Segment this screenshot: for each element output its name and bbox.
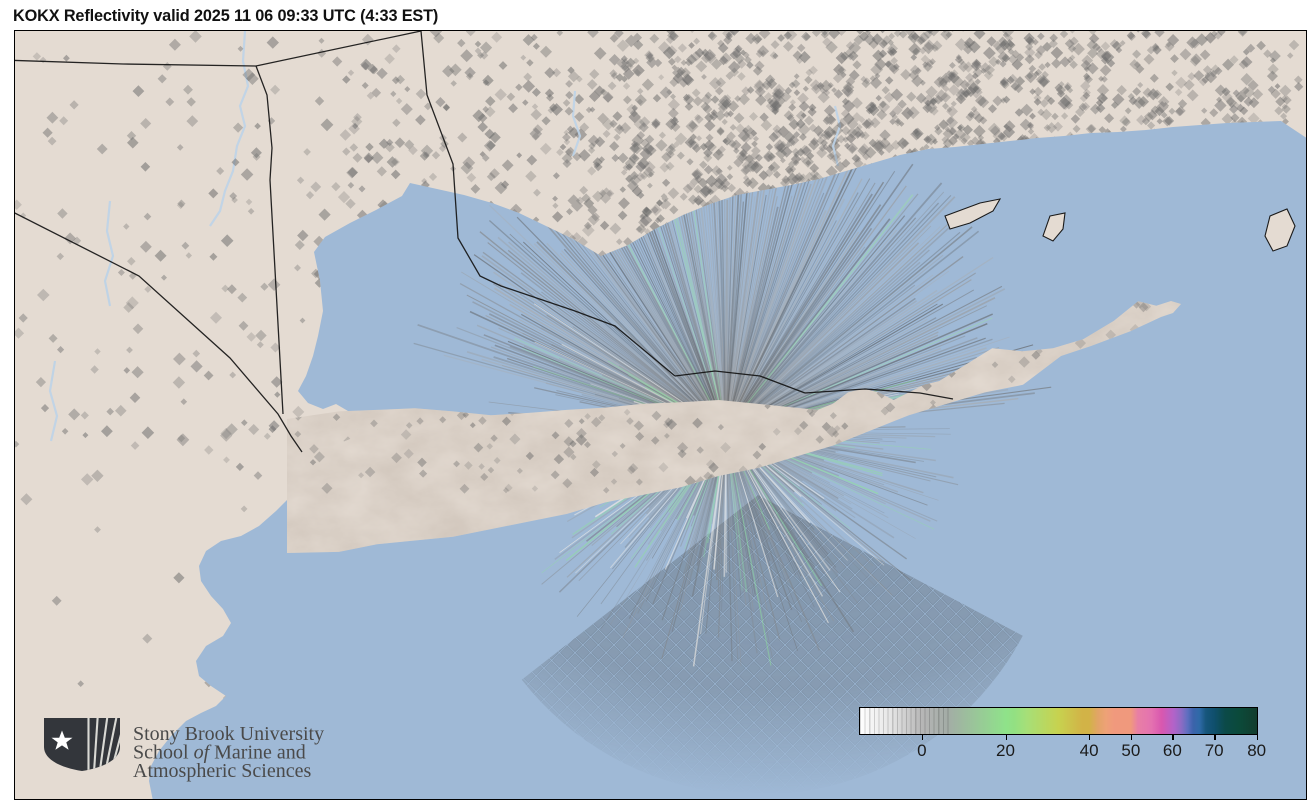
svg-text:Atmospheric Sciences: Atmospheric Sciences (133, 760, 311, 782)
